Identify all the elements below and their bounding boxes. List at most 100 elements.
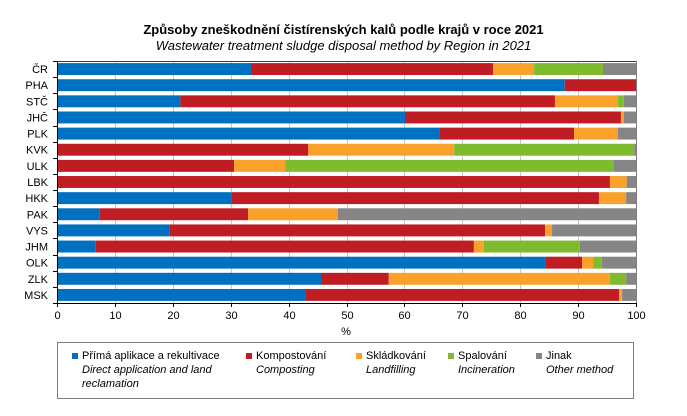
legend-item: Spalování Incineration	[448, 349, 528, 377]
bar-segment	[95, 240, 474, 253]
bar-segment	[634, 143, 636, 156]
chart-title: Způsoby zneškodnění čistírenských kalů p…	[143, 22, 544, 37]
bar-segment	[602, 63, 636, 76]
bar-segment	[626, 192, 636, 205]
legend-label-en: Other method	[546, 364, 614, 376]
bar-segment	[285, 159, 614, 172]
bar-segment	[388, 272, 610, 285]
bar-segment	[582, 256, 594, 269]
y-tick-label: STČ	[26, 95, 48, 108]
bars	[57, 63, 636, 301]
y-tick-label: PAK	[27, 209, 49, 221]
bar-segment	[454, 143, 635, 156]
bar-segment	[545, 256, 583, 269]
legend-swatch	[246, 353, 252, 359]
legend-label-en: Landfilling	[366, 364, 416, 376]
bar-segment	[231, 192, 599, 205]
bar-segment	[57, 192, 232, 205]
bar-segment	[609, 272, 627, 285]
x-axis-label: %	[341, 326, 351, 338]
bar-segment	[609, 176, 627, 188]
x-tick-label: 10	[109, 310, 121, 322]
bar-segment	[618, 95, 624, 108]
y-tick-label: VYS	[26, 225, 48, 237]
bar-segment	[613, 159, 636, 172]
y-tick-label: KVK	[26, 145, 49, 157]
bar-segment	[534, 63, 603, 76]
y-tick-label: ZLK	[28, 274, 49, 286]
bar-segment	[57, 288, 306, 301]
bar-segment	[321, 272, 389, 285]
legend: Přímá aplikace a rekultivace Direct appli…	[57, 342, 634, 399]
bar-segment	[623, 95, 636, 108]
bar-segment	[57, 159, 235, 172]
legend-label: Kompostování	[256, 350, 327, 362]
y-tick-label: LBK	[27, 177, 48, 189]
y-tick-label: MSK	[24, 290, 49, 302]
legend-label-en: Incineration	[458, 364, 515, 376]
legend-swatch	[448, 353, 454, 359]
bar-segment	[623, 111, 636, 124]
legend-swatch	[356, 353, 362, 359]
bar-segment	[620, 111, 624, 124]
legend-label: Skládkování	[366, 350, 426, 362]
bar-segment	[439, 127, 575, 140]
bar-segment	[57, 272, 322, 285]
bar-segment	[593, 256, 602, 269]
legend-label-en: Composting	[256, 364, 315, 376]
bar-segment	[308, 143, 455, 156]
x-tick-label: 40	[283, 310, 295, 322]
bar-segment	[337, 208, 636, 221]
bar-segment	[57, 79, 565, 92]
bar-segment	[250, 63, 493, 76]
bar-segment	[552, 224, 636, 237]
axes: 0 10 20 30 40 50 60 70 80 90 100 ČR PHA STČ JHČ PLK KVK U…	[24, 61, 646, 322]
bar-segment	[169, 224, 546, 237]
chart-subtitle: Wastewater treatment sludge disposal met…	[155, 38, 532, 53]
bar-segment	[234, 159, 286, 172]
bar-segment	[57, 63, 251, 76]
legend-label: Jinak	[546, 350, 572, 362]
bar-segment	[564, 79, 636, 92]
bar-segment	[57, 256, 546, 269]
x-tick-label: 100	[627, 310, 645, 322]
y-tick-label: OLK	[26, 258, 49, 270]
x-tick-label: 90	[572, 310, 584, 322]
legend-item: Skládkování Landfilling	[356, 349, 436, 377]
bar-segment	[57, 224, 170, 237]
bar-segment	[248, 208, 338, 221]
bar-segment	[601, 256, 636, 269]
x-tick-label: 0	[54, 310, 60, 322]
bar-segment	[473, 240, 484, 253]
x-tick-label: 30	[225, 310, 237, 322]
y-tick-label: PHA	[25, 80, 48, 92]
bar-segment	[622, 288, 636, 301]
bar-segment	[57, 111, 405, 124]
legend-item: Jinak Other method	[536, 349, 626, 377]
bar-segment	[57, 143, 309, 156]
bar-segment	[626, 272, 636, 285]
bar-segment	[305, 288, 620, 301]
legend-label: Spalování	[458, 350, 507, 362]
bar-segment	[99, 208, 249, 221]
bar-segment	[57, 208, 100, 221]
bar-segment	[619, 288, 623, 301]
x-tick-label: 70	[456, 310, 468, 322]
bar-segment	[492, 63, 535, 76]
legend-item: Kompostování Composting	[246, 349, 346, 377]
y-tick-label: HKK	[25, 193, 48, 205]
bar-segment	[545, 224, 553, 237]
y-tick-label: ULK	[27, 161, 49, 173]
bar-segment	[483, 240, 580, 253]
bar-segment	[180, 95, 555, 108]
y-tick-label: PLK	[27, 129, 48, 141]
legend-label-en: Direct application and land reclamation	[82, 364, 212, 390]
bar-segment	[57, 95, 181, 108]
bar-segment	[57, 176, 610, 188]
x-tick-label: 50	[341, 310, 353, 322]
bar-segment	[618, 127, 636, 140]
bar-segment	[554, 95, 619, 108]
x-tick-label: 20	[167, 310, 179, 322]
x-tick-label: 60	[398, 310, 410, 322]
